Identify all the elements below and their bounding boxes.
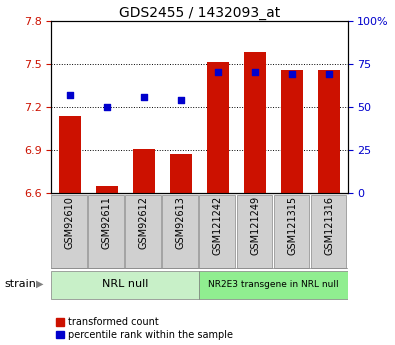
FancyBboxPatch shape bbox=[237, 195, 272, 268]
FancyBboxPatch shape bbox=[310, 195, 346, 268]
Point bbox=[178, 97, 184, 103]
FancyBboxPatch shape bbox=[199, 270, 348, 298]
Text: NRL null: NRL null bbox=[102, 279, 149, 289]
Text: GSM92611: GSM92611 bbox=[102, 196, 112, 249]
FancyBboxPatch shape bbox=[51, 270, 199, 298]
FancyBboxPatch shape bbox=[126, 195, 161, 268]
Text: GSM121315: GSM121315 bbox=[287, 196, 297, 255]
FancyBboxPatch shape bbox=[88, 195, 124, 268]
Title: GDS2455 / 1432093_at: GDS2455 / 1432093_at bbox=[119, 6, 280, 20]
Text: GSM121242: GSM121242 bbox=[213, 196, 223, 256]
Bar bbox=[59, 116, 81, 193]
Text: ▶: ▶ bbox=[36, 279, 43, 289]
Bar bbox=[244, 52, 266, 193]
Point bbox=[67, 92, 73, 98]
FancyBboxPatch shape bbox=[162, 195, 198, 268]
FancyBboxPatch shape bbox=[199, 195, 235, 268]
Point bbox=[289, 71, 295, 77]
Bar bbox=[170, 155, 192, 193]
Point bbox=[141, 94, 147, 99]
FancyBboxPatch shape bbox=[274, 195, 309, 268]
FancyBboxPatch shape bbox=[51, 195, 87, 268]
Point bbox=[215, 70, 221, 75]
Bar bbox=[133, 149, 155, 193]
Text: GSM92612: GSM92612 bbox=[139, 196, 149, 249]
Bar bbox=[318, 70, 340, 193]
Bar bbox=[207, 62, 229, 193]
Bar bbox=[281, 70, 303, 193]
Bar bbox=[96, 186, 118, 193]
Point bbox=[326, 71, 332, 77]
Text: strain: strain bbox=[4, 279, 36, 289]
Point bbox=[104, 104, 110, 110]
Point bbox=[252, 70, 258, 75]
Text: GSM121316: GSM121316 bbox=[324, 196, 334, 255]
Text: NR2E3 transgene in NRL null: NR2E3 transgene in NRL null bbox=[208, 279, 339, 288]
Legend: transformed count, percentile rank within the sample: transformed count, percentile rank withi… bbox=[56, 317, 233, 340]
Text: GSM121249: GSM121249 bbox=[250, 196, 260, 255]
Text: GSM92610: GSM92610 bbox=[65, 196, 75, 249]
Text: GSM92613: GSM92613 bbox=[176, 196, 186, 249]
